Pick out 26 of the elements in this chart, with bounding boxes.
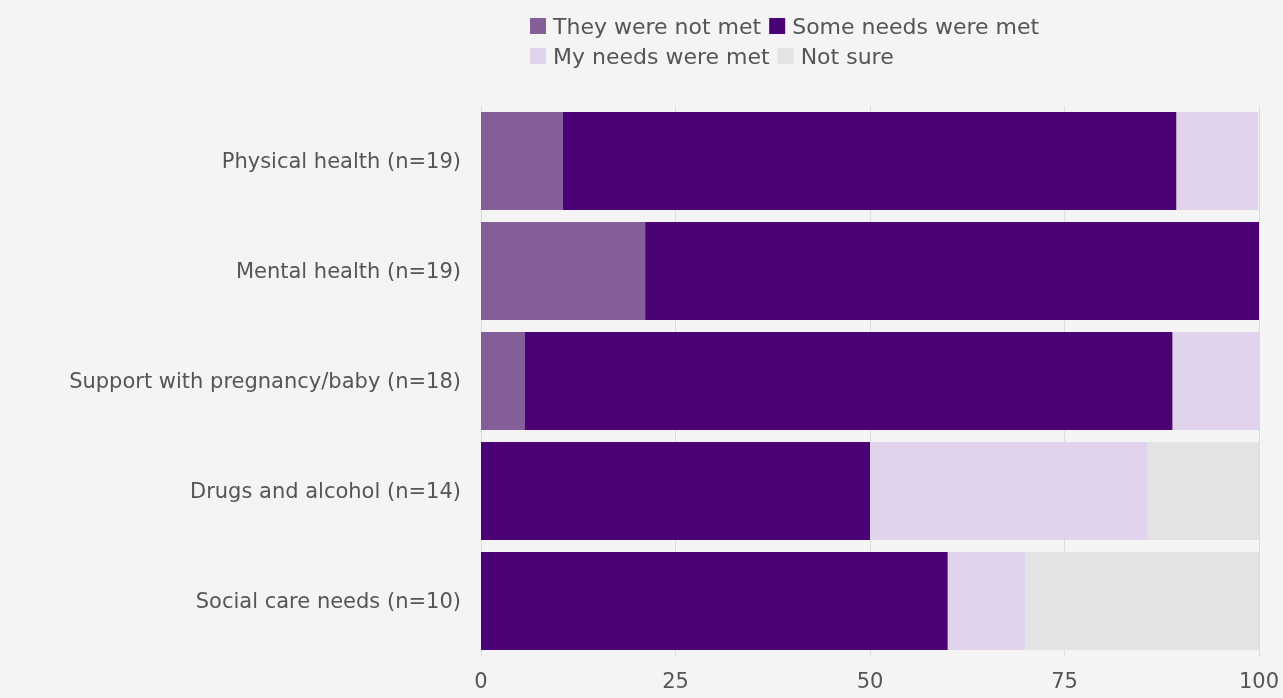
bar	[481, 112, 563, 210]
x-tick-label: 100	[1238, 668, 1280, 693]
bar	[481, 332, 525, 430]
x-tick-label: 50	[856, 668, 884, 693]
legend-label: Not sure	[800, 43, 894, 69]
legend-label: Some needs were met	[792, 13, 1040, 39]
bar	[645, 222, 1259, 320]
bar	[1172, 332, 1259, 430]
bar	[870, 442, 1148, 540]
x-tick-label: 0	[474, 668, 488, 693]
bar	[1176, 112, 1259, 210]
legend-label: My needs were met	[553, 43, 771, 69]
legend-label: They were not met	[552, 13, 762, 39]
x-tick-label: 75	[1051, 668, 1078, 693]
bar	[481, 222, 646, 320]
bar	[947, 552, 1026, 650]
bar	[481, 442, 870, 540]
y-tick-label: Drugs and alcohol (n=14)	[189, 479, 461, 503]
y-tick-label: Mental health (n=19)	[235, 259, 461, 283]
bar	[481, 552, 948, 650]
x-tick-label: 25	[662, 668, 689, 693]
bar	[562, 112, 1177, 210]
y-tick-label: Physical health (n=19)	[221, 149, 461, 173]
bar	[524, 332, 1173, 430]
y-tick-label: Support with pregnancy/baby (n=18)	[69, 369, 461, 393]
y-tick-label: Social care needs (n=10)	[195, 589, 461, 613]
